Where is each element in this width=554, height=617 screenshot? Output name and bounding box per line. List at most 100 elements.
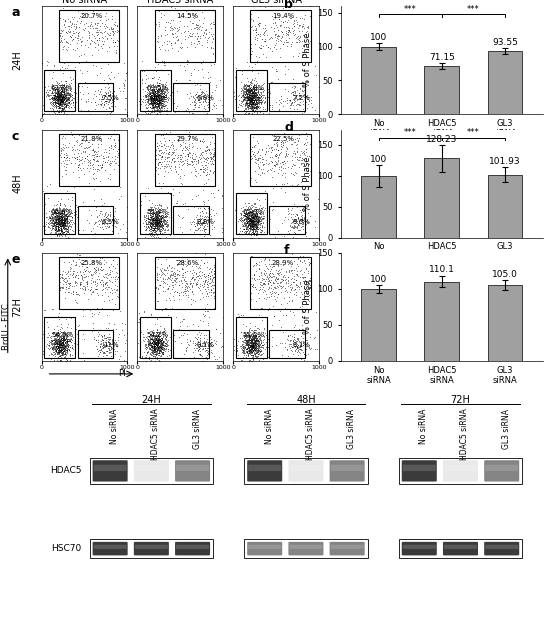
Point: [61, 230, 70, 240]
Point: [252, 102, 260, 112]
Point: [49, 97, 58, 107]
Point: [248, 225, 257, 235]
Point: [53, 337, 61, 347]
Point: [69, 19, 78, 29]
Point: [160, 326, 168, 336]
Point: [249, 212, 258, 222]
Point: [269, 160, 278, 170]
Point: [53, 216, 62, 226]
Point: [243, 223, 252, 233]
Point: [298, 153, 307, 163]
Point: [73, 202, 82, 212]
Point: [86, 158, 95, 168]
Point: [51, 212, 60, 222]
Point: [281, 310, 290, 320]
Point: [58, 350, 66, 360]
Point: [243, 93, 252, 102]
Point: [120, 81, 129, 91]
Point: [248, 218, 257, 228]
Point: [263, 345, 271, 355]
Point: [191, 149, 200, 159]
Point: [142, 223, 151, 233]
Point: [235, 100, 244, 110]
Point: [146, 342, 155, 352]
Point: [249, 280, 258, 289]
Text: 29.7%: 29.7%: [176, 136, 198, 143]
Point: [48, 339, 57, 349]
Point: [254, 215, 263, 225]
Point: [270, 283, 279, 293]
Point: [207, 337, 216, 347]
Point: [178, 287, 187, 297]
Point: [64, 103, 73, 113]
Point: [54, 93, 63, 103]
Point: [209, 138, 218, 147]
Point: [241, 213, 250, 223]
Point: [244, 88, 253, 98]
Point: [48, 85, 57, 94]
Point: [147, 91, 156, 101]
Point: [57, 323, 66, 333]
Point: [102, 215, 111, 225]
Point: [197, 149, 206, 159]
Point: [97, 337, 106, 347]
Point: [161, 215, 170, 225]
Point: [101, 89, 110, 99]
Point: [158, 339, 167, 349]
Point: [204, 86, 213, 96]
Point: [59, 339, 68, 349]
Point: [149, 223, 158, 233]
Point: [152, 89, 161, 99]
Point: [158, 213, 167, 223]
Point: [250, 105, 259, 115]
Point: [245, 92, 254, 102]
Point: [246, 86, 255, 96]
Point: [139, 94, 148, 104]
Point: [251, 25, 260, 35]
Point: [168, 344, 177, 354]
Point: [148, 215, 157, 225]
Point: [192, 249, 201, 259]
Point: [259, 210, 268, 220]
Point: [250, 260, 259, 270]
Point: [52, 342, 61, 352]
Point: [294, 340, 302, 350]
Point: [142, 94, 151, 104]
Point: [154, 347, 163, 357]
Point: [249, 218, 258, 228]
Point: [249, 346, 258, 356]
Point: [57, 94, 66, 104]
Point: [83, 154, 92, 164]
Point: [152, 349, 161, 359]
Bar: [361, 289, 396, 361]
Point: [58, 341, 67, 351]
Point: [99, 152, 107, 162]
Point: [268, 272, 277, 282]
Point: [150, 331, 159, 341]
Point: [175, 280, 183, 289]
Point: [189, 219, 198, 229]
Point: [245, 333, 254, 342]
Point: [193, 332, 202, 342]
Point: [249, 101, 258, 110]
Point: [156, 337, 165, 347]
Point: [244, 94, 253, 104]
Point: [64, 142, 73, 152]
Point: [49, 341, 58, 350]
Point: [197, 218, 206, 228]
Point: [144, 341, 153, 350]
Point: [57, 319, 66, 329]
Point: [242, 332, 250, 342]
Point: [251, 97, 260, 107]
Point: [243, 351, 252, 361]
Point: [303, 42, 312, 52]
Point: [55, 37, 64, 47]
Point: [60, 209, 69, 219]
Point: [62, 90, 71, 100]
Point: [64, 336, 73, 346]
Point: [148, 347, 157, 357]
Point: [244, 213, 253, 223]
Point: [252, 109, 260, 119]
Point: [63, 344, 72, 354]
Point: [288, 217, 297, 227]
